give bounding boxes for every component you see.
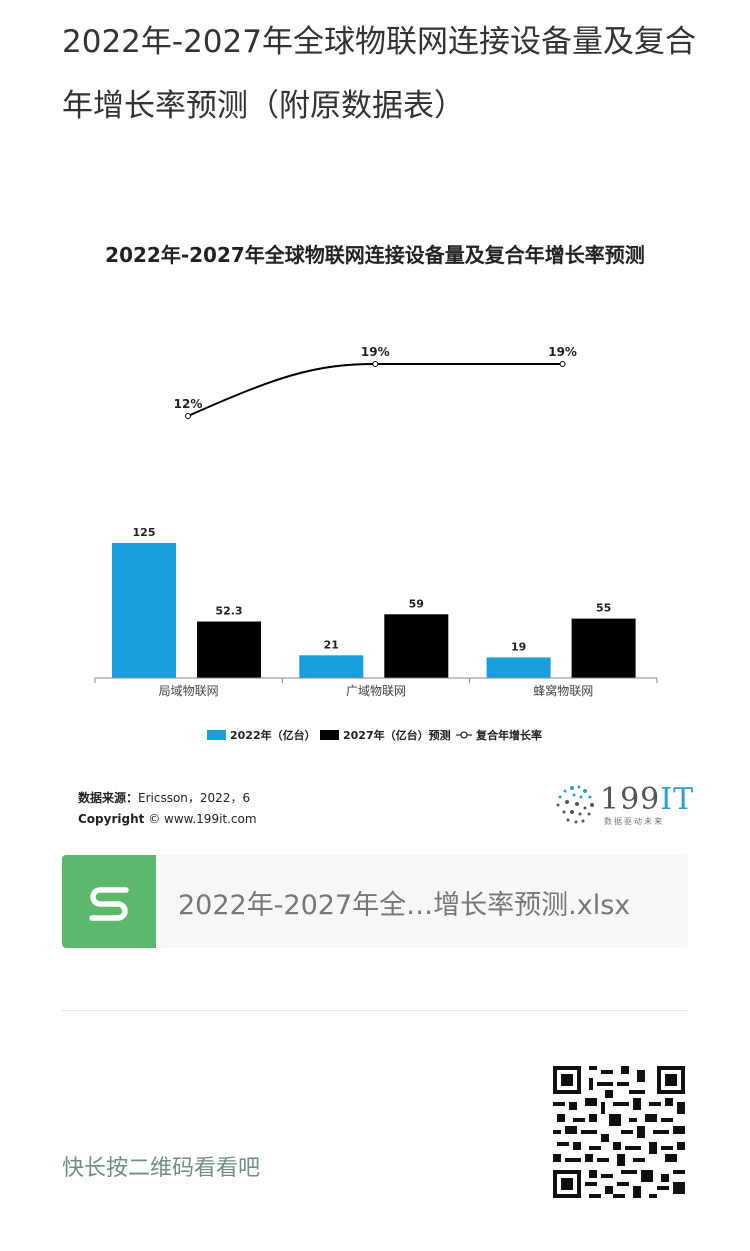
legend-label: 2027年（亿台）预测: [343, 728, 451, 742]
bar-layer: 125 21 19 52.3 59 55: [112, 526, 636, 678]
growth-rate-point: [185, 413, 191, 419]
category-label: 广域物联网: [346, 684, 406, 698]
growth-rate-point: [372, 361, 379, 367]
bar-value-label: 125: [133, 526, 156, 539]
growth-rate-point: [559, 361, 566, 367]
bar-value-label: 19: [511, 640, 526, 653]
bar-2027-1: [384, 614, 449, 678]
legend-swatch: [320, 730, 339, 740]
tick-layer: 局域物联网 广域物联网 蜂窝物联网: [94, 678, 658, 698]
legend-line-marker: [456, 731, 472, 739]
source-text: Ericsson，2022，6: [138, 791, 251, 805]
legend: 2022年（亿台） 2027年（亿台）预测 复合年增长率: [207, 728, 542, 742]
logo-wordmark: 199IT: [600, 782, 694, 817]
growth-rate-label: 19%: [548, 345, 577, 359]
spreadsheet-icon: [62, 855, 156, 948]
copyright-text: © www.199it.com: [148, 812, 257, 826]
bar-value-label: 55: [596, 602, 611, 615]
bar-value-label: 59: [409, 597, 424, 610]
growth-rate-line: [187, 363, 563, 417]
qr-hint: 快长按二维码看看吧: [62, 1156, 261, 1181]
divider: [62, 1010, 688, 1011]
source-label: 数据来源：: [78, 791, 139, 805]
source-block: 数据来源：Ericsson，2022，6 Copyright © www.199…: [78, 788, 257, 830]
growth-rate-label: 12%: [174, 397, 203, 411]
qr-code-icon[interactable]: [553, 1066, 685, 1198]
bar-2022-2: [486, 657, 551, 678]
bar-value-label: 21: [324, 638, 339, 651]
bar-2027-0: [197, 621, 261, 678]
chart-title: 2022年-2027年全球物联网连接设备量及复合年增长率预测: [105, 243, 645, 267]
article-title: 2022年-2027年全球物联网连接设备量及复合年增长率预测（附原数据表）: [62, 24, 696, 124]
logo-number: 199: [600, 782, 661, 817]
legend-label: 2022年（亿台）: [230, 728, 316, 742]
growth-rate-label: 19%: [361, 345, 390, 359]
growth-line-layer: 12% 19% 19%: [174, 345, 577, 419]
chart-card: 2022年-2027年全球物联网连接设备量及复合年增长率预测 12% 19% 19%…: [0, 210, 750, 850]
category-label: 蜂窝物联网: [533, 683, 593, 698]
attachment-card[interactable]: 2022年-2027年全…增长率预测.xlsx: [62, 855, 688, 948]
legend-label: 复合年增长率: [475, 728, 542, 742]
copyright-label: Copyright: [78, 812, 145, 826]
logo-subtitle: 数据驱动未来: [604, 817, 664, 826]
attachment-filename: 2022年-2027年全…增长率预测.xlsx: [178, 890, 631, 921]
legend-swatch: [207, 730, 226, 740]
category-label: 局域物联网: [159, 684, 219, 698]
bar-2022-0: [112, 543, 176, 678]
logo-it: IT: [660, 782, 695, 817]
bar-2027-2: [571, 618, 636, 678]
bar-2022-1: [299, 655, 364, 678]
brand-logo: 199IT 数据驱动未来: [552, 782, 693, 832]
logo-dots-icon: [556, 785, 594, 824]
chart-svg: 2022年-2027年全球物联网连接设备量及复合年增长率预测 12% 19% 19%…: [94, 243, 658, 742]
bar-value-label: 52.3: [215, 605, 242, 618]
